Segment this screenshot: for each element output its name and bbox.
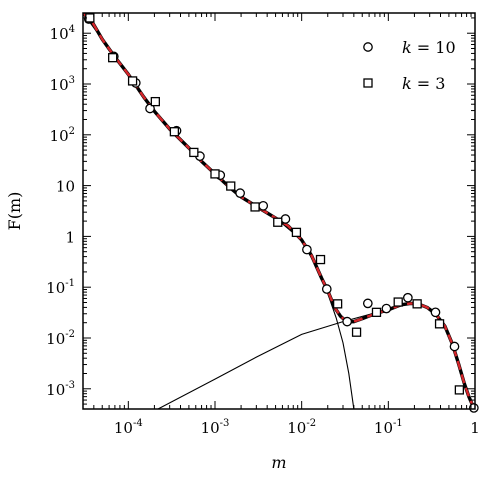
data-point-square — [108, 53, 118, 63]
data-point-square — [150, 96, 160, 107]
data-point-square — [210, 169, 220, 179]
data-point-square — [371, 307, 382, 317]
data-point-square — [454, 385, 465, 395]
component-curve-2 — [157, 304, 404, 409]
data-point-circle — [321, 284, 332, 294]
data-point-circle — [302, 244, 312, 255]
data-point-circle — [235, 188, 245, 199]
data-point-circle — [430, 307, 441, 318]
data-point-square — [250, 202, 260, 212]
ticks — [82, 13, 476, 410]
y-tick-label: 1 — [65, 228, 75, 246]
plot-frame — [82, 12, 476, 410]
data-point-square — [85, 13, 95, 23]
legend-label: k = 10 — [402, 38, 456, 57]
fit-curve-outline-1 — [83, 13, 475, 409]
x-tick-label: 10-1 — [374, 418, 403, 437]
data-point-circle — [342, 316, 353, 327]
data-point-square — [226, 181, 236, 191]
data-point-square — [412, 299, 422, 309]
data-point-square — [127, 76, 138, 86]
legend-marker-circle — [363, 42, 373, 52]
data-point-square — [351, 327, 362, 337]
data-point-circle — [449, 341, 460, 352]
y-tick-label: 102 — [50, 126, 75, 145]
data-point-circle — [362, 298, 373, 309]
data-point-square — [189, 147, 199, 158]
data-point-square — [273, 217, 283, 227]
y-tick-label: 103 — [50, 75, 75, 94]
x-tick-label: 10-2 — [287, 418, 316, 437]
data-point-circle — [403, 292, 413, 303]
series-2-markers — [85, 13, 465, 395]
data-point-circle — [280, 214, 291, 224]
legend-label: k = 3 — [402, 74, 445, 93]
data-point-circle — [258, 200, 269, 211]
data-point-square — [169, 127, 180, 137]
x-axis-label: m — [271, 453, 286, 472]
data-point-square — [291, 227, 302, 238]
data-point-square — [434, 319, 445, 329]
component-curve-1 — [83, 13, 355, 409]
fit-curve-1 — [83, 13, 475, 409]
legend-marker-square — [363, 78, 373, 88]
y-tick-label: 10-2 — [46, 329, 75, 348]
data-point-circle — [381, 303, 392, 314]
data-point-square — [315, 254, 326, 265]
data-point-square — [332, 299, 343, 309]
y-tick-label: 104 — [50, 24, 75, 43]
y-axis-label: F(m) — [5, 192, 24, 231]
y-tick-label: 10-3 — [46, 380, 75, 399]
y-tick-label: 10 — [56, 178, 75, 196]
y-tick-label: 10-1 — [46, 278, 75, 297]
x-tick-label: 10-4 — [114, 418, 143, 437]
x-tick-label: 1 — [470, 419, 480, 437]
plot-area — [83, 13, 475, 409]
data-point-square — [393, 297, 403, 307]
x-tick-label: 10-3 — [201, 418, 230, 437]
data-point-circle — [145, 103, 155, 114]
legend — [363, 42, 373, 88]
